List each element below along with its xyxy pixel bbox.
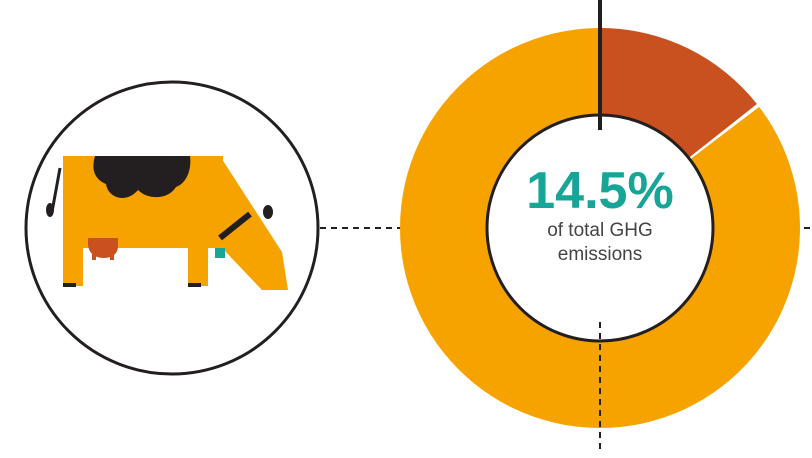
center-mask [510, 212, 690, 282]
center-label: 14.5% of total GHG emissions [480, 163, 720, 267]
center-caption-line1: of total GHG [547, 220, 653, 241]
center-percentage: 14.5% [526, 162, 674, 220]
donut-slice-2 [400, 28, 800, 429]
cow-icon [24, 80, 320, 376]
donut-slices [400, 28, 800, 429]
center-caption-line2: emissions [557, 244, 643, 265]
donut-slice-1 [600, 28, 757, 160]
